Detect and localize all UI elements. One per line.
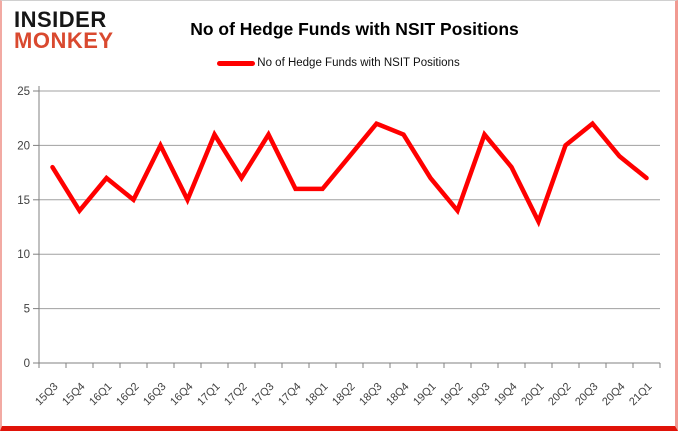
legend-label: No of Hedge Funds with NSIT Positions [257, 57, 460, 69]
x-tick-label: 18Q4 [384, 381, 412, 409]
legend-line-swatch [217, 60, 256, 66]
logo-line1: INSIDER [14, 7, 107, 32]
y-tick-label: 20 [17, 140, 30, 152]
x-tick-label: 19Q3 [465, 381, 493, 409]
x-tick-label: 17Q1 [195, 381, 223, 409]
x-tick-label: 19Q2 [438, 381, 466, 409]
x-tick-label: 20Q2 [546, 381, 574, 409]
x-tick-label: 20Q1 [519, 381, 547, 409]
x-tick-label: 19Q1 [411, 381, 439, 409]
y-tick-label: 15 [17, 195, 30, 207]
x-tick-label: 15Q4 [60, 381, 88, 409]
nsit-positions-line [50, 120, 649, 228]
x-tick-label: 16Q4 [168, 381, 196, 409]
x-tick-label: 19Q4 [492, 381, 520, 409]
x-tick-label: 18Q3 [357, 381, 385, 409]
x-tick-label: 17Q3 [249, 381, 277, 409]
x-tick-label: 17Q4 [276, 381, 304, 409]
y-tick-label: 5 [24, 304, 30, 316]
x-tick-label: 20Q4 [600, 381, 628, 409]
x-tick-label: 20Q3 [573, 381, 601, 409]
x-tick-label: 15Q3 [33, 381, 61, 409]
logo-line2: MONKEY [14, 27, 114, 53]
x-tick-label: 17Q2 [222, 381, 250, 409]
chart-title: No of Hedge Funds with NSIT Positions [190, 19, 519, 39]
x-tick-label: 18Q2 [330, 381, 358, 409]
y-tick-label: 0 [24, 358, 30, 370]
x-tick-label: 16Q1 [87, 381, 115, 409]
x-tick-label: 16Q2 [114, 381, 142, 409]
x-tick-label: 18Q1 [303, 381, 331, 409]
x-tick-label: 16Q3 [141, 381, 169, 409]
insider-monkey-logo: INSIDER MONKEY [14, 7, 114, 53]
y-tick-label: 10 [17, 249, 30, 261]
legend: No of Hedge Funds with NSIT Positions [2, 57, 675, 69]
y-tick-label: 25 [17, 86, 30, 98]
x-tick-label: 21Q1 [627, 381, 655, 409]
